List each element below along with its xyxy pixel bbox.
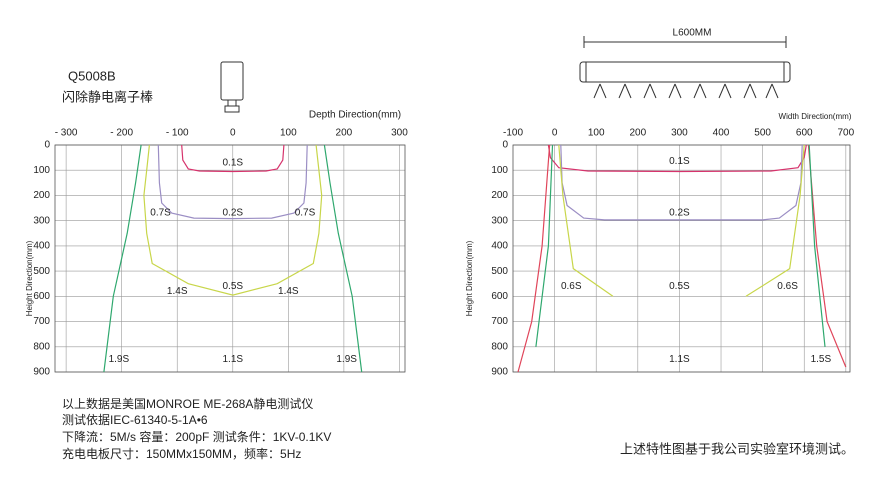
y-tick-label: 300	[491, 215, 508, 226]
plot-frame	[512, 144, 851, 373]
y-tick-label: 800	[33, 341, 50, 352]
contour-line	[181, 144, 285, 173]
model: Q5008B	[68, 68, 116, 83]
annotation: 0.1S	[669, 156, 690, 167]
y-tick-label: 600	[33, 291, 50, 302]
annotation: 1.4S	[167, 286, 188, 297]
note: 下降流：5M/s 容量：200pF 测试条件：1KV-0.1KV	[62, 429, 331, 444]
x-tick-label: - 300	[55, 128, 78, 139]
contour-line	[535, 144, 554, 347]
annotation: 0.1S	[222, 157, 243, 168]
y-tick-label: 0	[44, 140, 50, 151]
device-icon	[220, 61, 244, 113]
contour-line	[808, 144, 826, 347]
dimension-label: L600MM	[673, 28, 712, 39]
annotation: 0.2S	[222, 208, 243, 219]
x-tick-label: -100	[503, 128, 523, 139]
x-tick-label: 300	[391, 128, 408, 139]
y-tick-label: 100	[33, 165, 50, 176]
annotation: 1.4S	[278, 286, 299, 297]
contour-line	[745, 144, 805, 297]
annotation: 0.6S	[561, 281, 582, 292]
plot-frame	[54, 144, 406, 373]
annotation: 0.7S	[150, 208, 171, 219]
contour-line	[560, 144, 803, 221]
annotation: 0.6S	[777, 281, 798, 292]
annotation: 1.9S	[109, 354, 130, 365]
x-tick-label: 0	[230, 128, 236, 139]
contour-line	[807, 144, 847, 368]
contour-line	[143, 144, 323, 296]
contour-line	[103, 144, 142, 373]
footer: 上述特性图基于我公司实验室环境测试。	[620, 441, 854, 456]
y-tick-label: 0	[502, 140, 508, 151]
x-tick-label: 300	[671, 128, 688, 139]
annotation: 0.2S	[669, 208, 690, 219]
y-tick-label: 900	[491, 367, 508, 378]
y-axis-label: Height Direction(mm)	[25, 240, 34, 316]
x-tick-label: 200	[629, 128, 646, 139]
y-tick-label: 700	[491, 316, 508, 327]
x-tick-label: 400	[713, 128, 730, 139]
annotation: 0.5S	[222, 281, 243, 292]
y-tick-label: 700	[33, 316, 50, 327]
x-axis-label: Width Direction(mm)	[779, 112, 852, 121]
contour-line	[323, 144, 363, 373]
y-tick-label: 400	[33, 241, 50, 252]
x-tick-label: 100	[280, 128, 297, 139]
y-tick-label: 100	[491, 165, 508, 176]
y-tick-label: 600	[491, 291, 508, 302]
note: 以上数据是美国MONROE ME-268A静电测试仪	[62, 396, 313, 411]
x-tick-label: 100	[588, 128, 605, 139]
y-tick-label: 300	[33, 215, 50, 226]
x-tick-label: - 100	[166, 128, 189, 139]
note: 充电电板尺寸：150MMx150MM，频率：5Hz	[62, 446, 301, 461]
product-name: 闪除静电离子棒	[62, 89, 153, 104]
x-tick-label: - 200	[110, 128, 133, 139]
x-tick-label: 0	[552, 128, 558, 139]
x-axis-label: Depth Direction(mm)	[309, 110, 401, 121]
annotation: 0.5S	[669, 281, 690, 292]
x-tick-label: 200	[336, 128, 353, 139]
x-tick-label: 700	[837, 128, 854, 139]
annotation: 1.9S	[336, 354, 357, 365]
y-tick-label: 900	[33, 367, 50, 378]
y-axis-label: Height Direction(mm)	[465, 240, 474, 316]
y-tick-label: 200	[33, 190, 50, 201]
contour-line	[157, 144, 308, 220]
bar-icon	[579, 36, 791, 99]
y-tick-label: 500	[491, 266, 508, 277]
annotation: 1.1S	[222, 354, 243, 365]
y-tick-label: 800	[491, 341, 508, 352]
note: 测试依据IEC-61340-5-1A•6	[62, 412, 208, 427]
contour-line	[517, 144, 551, 373]
annotation: 0.7S	[295, 208, 316, 219]
y-tick-label: 200	[491, 190, 508, 201]
y-tick-label: 500	[33, 266, 50, 277]
x-tick-label: 600	[796, 128, 813, 139]
y-tick-label: 400	[491, 241, 508, 252]
x-tick-label: 500	[754, 128, 771, 139]
annotation: 1.1S	[669, 354, 690, 365]
contour-line	[558, 144, 614, 297]
annotation: 1.5S	[811, 354, 832, 365]
